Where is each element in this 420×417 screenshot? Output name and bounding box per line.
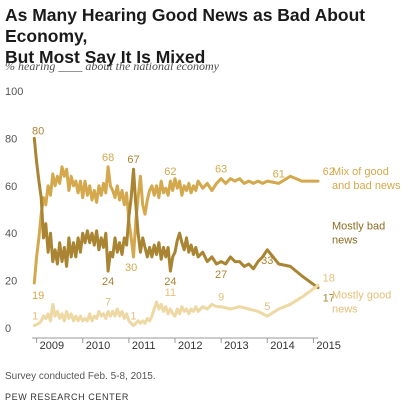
y-tick-label: 20: [5, 276, 17, 288]
y-tick-label: 100: [5, 86, 23, 98]
data-label: 5: [264, 301, 270, 313]
data-label: 19: [32, 290, 44, 302]
title-line-1: As Many Hearing Good News as Bad About E…: [5, 5, 366, 46]
y-tick-label: 80: [5, 133, 17, 145]
series-line-2: [32, 283, 320, 328]
title-line-2: But Most Say It Is Mixed: [5, 47, 206, 67]
y-tick-label: 0: [5, 323, 11, 335]
data-label: 1: [130, 311, 136, 323]
data-label: 24: [164, 276, 176, 288]
y-tick-label: 40: [5, 228, 17, 240]
source-credit: PEW RESEARCH CENTER: [5, 392, 129, 402]
data-label: 62: [323, 166, 335, 178]
chart-subtitle: % hearing ____ about the national econom…: [5, 59, 219, 73]
legend-label-2: news: [332, 303, 358, 315]
data-label: 30: [125, 262, 137, 274]
x-tick-label: 2013: [224, 340, 248, 352]
x-tick-label: 2014: [270, 340, 294, 352]
data-label: 27: [215, 269, 227, 281]
chart-title: As Many Hearing Good News as Bad About E…: [5, 5, 415, 68]
data-label: 63: [215, 164, 227, 176]
data-label: 68: [102, 152, 114, 164]
data-label: 17: [323, 293, 335, 305]
x-tick-label: 2015: [316, 340, 340, 352]
data-label: 80: [32, 125, 44, 137]
data-label: 18: [323, 272, 335, 284]
y-tick-label: 60: [5, 181, 17, 193]
data-label: 11: [165, 287, 176, 299]
data-label: 61: [273, 168, 285, 180]
x-tick-label: 2009: [40, 340, 64, 352]
data-label: 24: [102, 276, 114, 288]
legend-label-0: Mix of good: [332, 166, 389, 178]
data-label: 67: [127, 154, 139, 166]
series-line-1: [32, 136, 320, 290]
survey-note: Survey conducted Feb. 5-8, 2015.: [5, 371, 156, 382]
data-label: 62: [164, 166, 176, 178]
data-label: 7: [105, 296, 111, 308]
legend-label-1: news: [332, 235, 358, 247]
data-label: 9: [218, 292, 224, 304]
x-tick-label: 2011: [132, 340, 156, 352]
x-tick-label: 2012: [178, 340, 202, 352]
data-label: 1: [32, 311, 38, 323]
legend-label-2: Mostly good: [332, 289, 391, 301]
data-label: 33: [261, 255, 273, 267]
legend-label-1: Mostly bad: [332, 221, 385, 233]
legend-label-0: and bad news: [332, 180, 401, 192]
x-tick-label: 2010: [86, 340, 110, 352]
series-line-0: [32, 165, 320, 285]
